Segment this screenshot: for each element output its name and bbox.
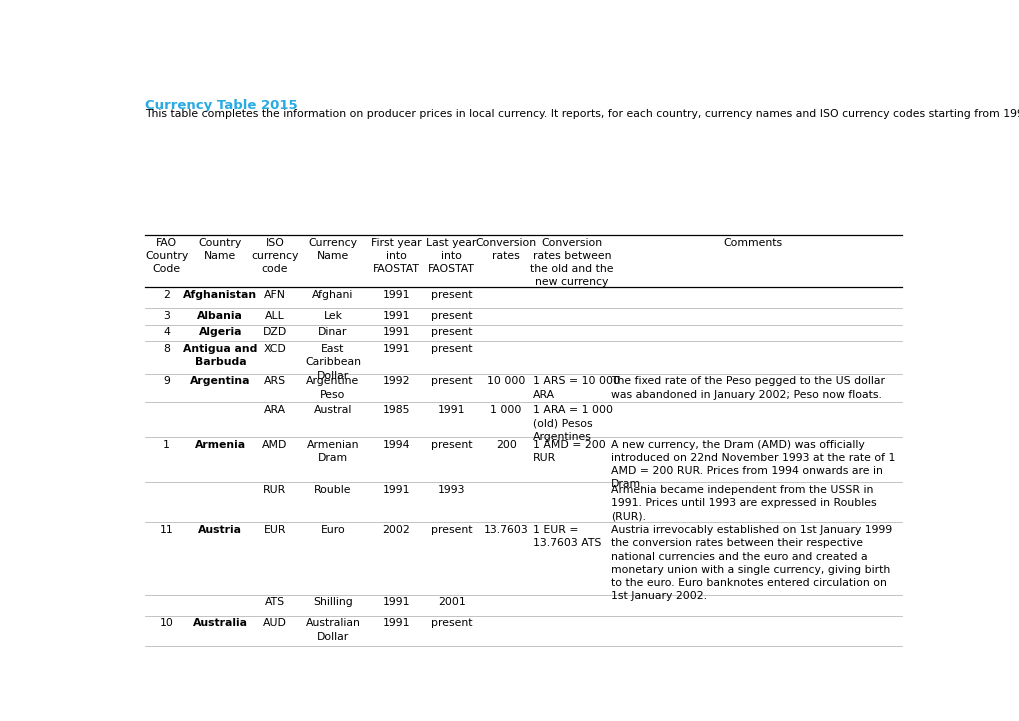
- Text: 3: 3: [163, 311, 170, 321]
- Text: Conversion
rates between
the old and the
new currency: Conversion rates between the old and the…: [530, 237, 613, 287]
- Text: 8: 8: [163, 344, 170, 354]
- Text: Country
Name: Country Name: [199, 237, 242, 261]
- Text: EUR: EUR: [264, 525, 286, 535]
- Text: Austral: Austral: [314, 405, 352, 415]
- Text: ARA: ARA: [264, 405, 285, 415]
- Text: The fixed rate of the Peso pegged to the US dollar
was abandoned in January 2002: The fixed rate of the Peso pegged to the…: [610, 376, 884, 399]
- Text: AUD: AUD: [263, 619, 286, 629]
- Text: Armenia: Armenia: [195, 440, 246, 450]
- Text: This table completes the information on producer prices in local currency. It re: This table completes the information on …: [145, 109, 1019, 119]
- Text: RUR: RUR: [263, 485, 286, 495]
- Text: Australia: Australia: [193, 619, 248, 629]
- Text: present: present: [430, 376, 472, 386]
- Text: Currency
Name: Currency Name: [308, 237, 358, 261]
- Text: 1 000: 1 000: [490, 405, 522, 415]
- Text: present: present: [430, 619, 472, 629]
- Text: Afghani: Afghani: [312, 291, 354, 300]
- Text: A new currency, the Dram (AMD) was officially
introduced on 22nd November 1993 a: A new currency, the Dram (AMD) was offic…: [610, 440, 895, 490]
- Text: 11: 11: [160, 525, 173, 535]
- Text: 4: 4: [163, 327, 170, 337]
- Text: Lek: Lek: [323, 311, 342, 321]
- Text: 1991: 1991: [382, 311, 410, 321]
- Text: 1985: 1985: [382, 405, 410, 415]
- Text: 10: 10: [160, 619, 173, 629]
- Text: 1991: 1991: [382, 291, 410, 300]
- Text: 1994: 1994: [382, 440, 410, 450]
- Text: 1992: 1992: [382, 376, 410, 386]
- Text: Conversion
rates: Conversion rates: [475, 237, 536, 261]
- Text: First year
into
FAOSTAT: First year into FAOSTAT: [371, 237, 421, 274]
- Text: 1 EUR =
13.7603 ATS: 1 EUR = 13.7603 ATS: [533, 525, 601, 548]
- Text: 1993: 1993: [437, 485, 465, 495]
- Text: Armenian
Dram: Armenian Dram: [307, 440, 359, 463]
- Text: Currency Table 2015: Currency Table 2015: [145, 99, 298, 112]
- Text: 1991: 1991: [382, 327, 410, 337]
- Text: 10 000: 10 000: [486, 376, 525, 386]
- Text: 1991: 1991: [382, 344, 410, 354]
- Text: East
Caribbean
Dollar: East Caribbean Dollar: [305, 344, 361, 381]
- Text: Rouble: Rouble: [314, 485, 352, 495]
- Text: Euro: Euro: [320, 525, 345, 535]
- Text: AFN: AFN: [264, 291, 285, 300]
- Text: present: present: [430, 344, 472, 354]
- Text: Shilling: Shilling: [313, 597, 353, 607]
- Text: Armenia became independent from the USSR in
1991. Prices until 1993 are expresse: Armenia became independent from the USSR…: [610, 485, 876, 521]
- Text: 1 ARA = 1 000
(old) Pesos
Argentines: 1 ARA = 1 000 (old) Pesos Argentines: [533, 405, 612, 441]
- Text: Austria: Austria: [198, 525, 243, 535]
- Text: DZD: DZD: [263, 327, 286, 337]
- Text: 1 ARS = 10 000
ARA: 1 ARS = 10 000 ARA: [533, 376, 620, 399]
- Text: Algeria: Algeria: [199, 327, 242, 337]
- Text: 2001: 2001: [437, 597, 465, 607]
- Text: Comments: Comments: [722, 237, 782, 247]
- Text: 1991: 1991: [382, 597, 410, 607]
- Text: 1991: 1991: [382, 485, 410, 495]
- Text: ISO
currency
code: ISO currency code: [251, 237, 299, 274]
- Text: Austria irrevocably established on 1st January 1999
the conversion rates between: Austria irrevocably established on 1st J…: [610, 525, 892, 601]
- Text: 2002: 2002: [382, 525, 410, 535]
- Text: 1991: 1991: [382, 619, 410, 629]
- Text: 1 AMD = 200
RUR: 1 AMD = 200 RUR: [533, 440, 605, 463]
- Text: XCD: XCD: [263, 344, 286, 354]
- Text: present: present: [430, 440, 472, 450]
- Text: AMD: AMD: [262, 440, 287, 450]
- Text: Antigua and
Barbuda: Antigua and Barbuda: [183, 344, 258, 367]
- Text: present: present: [430, 291, 472, 300]
- Text: 1991: 1991: [437, 405, 465, 415]
- Text: Argentine
Peso: Argentine Peso: [306, 376, 360, 399]
- Text: 1: 1: [163, 440, 170, 450]
- Text: Last year
into
FAOSTAT: Last year into FAOSTAT: [426, 237, 476, 274]
- Text: present: present: [430, 327, 472, 337]
- Text: Dinar: Dinar: [318, 327, 347, 337]
- Text: Australian
Dollar: Australian Dollar: [306, 619, 360, 642]
- Text: ALL: ALL: [265, 311, 284, 321]
- Text: 9: 9: [163, 376, 170, 386]
- Text: 200: 200: [495, 440, 516, 450]
- Text: Afghanistan: Afghanistan: [183, 291, 257, 300]
- Text: ATS: ATS: [265, 597, 284, 607]
- Text: Argentina: Argentina: [190, 376, 251, 386]
- Text: FAO
Country
Code: FAO Country Code: [145, 237, 189, 274]
- Text: 2: 2: [163, 291, 170, 300]
- Text: present: present: [430, 311, 472, 321]
- Text: ARS: ARS: [264, 376, 285, 386]
- Text: 13.7603: 13.7603: [483, 525, 528, 535]
- Text: present: present: [430, 525, 472, 535]
- Text: Albania: Albania: [198, 311, 244, 321]
